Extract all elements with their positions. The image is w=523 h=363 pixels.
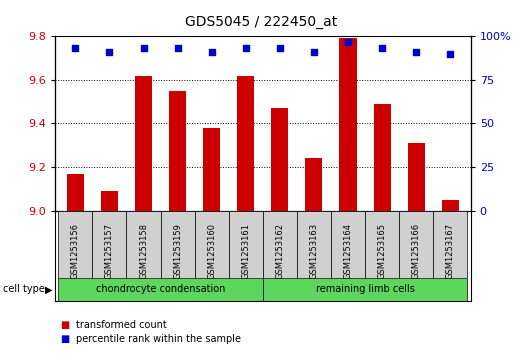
Bar — [271, 108, 288, 211]
Bar — [203, 128, 220, 211]
Point — [174, 46, 182, 52]
Text: GSM1253165: GSM1253165 — [378, 223, 386, 279]
Point — [71, 46, 79, 52]
Text: remaining limb cells: remaining limb cells — [315, 285, 415, 294]
Bar — [169, 91, 186, 211]
Text: ■: ■ — [60, 334, 70, 344]
Bar — [263, 278, 467, 301]
Text: GDS5045 / 222450_at: GDS5045 / 222450_at — [185, 15, 338, 29]
Text: ▶: ▶ — [45, 285, 52, 294]
Bar — [339, 38, 357, 211]
Bar — [93, 211, 127, 278]
Text: transformed count: transformed count — [76, 320, 167, 330]
Bar — [59, 278, 263, 301]
Bar — [195, 211, 229, 278]
Text: GSM1253157: GSM1253157 — [105, 223, 114, 279]
Text: GSM1253160: GSM1253160 — [207, 223, 216, 279]
Bar — [365, 211, 399, 278]
Bar — [331, 211, 365, 278]
Point — [446, 51, 454, 57]
Point — [276, 46, 284, 52]
Point — [310, 49, 318, 55]
Bar — [237, 76, 254, 211]
Point — [139, 46, 147, 52]
Text: cell type: cell type — [3, 285, 44, 294]
Point — [344, 38, 352, 44]
Point — [378, 46, 386, 52]
Bar — [263, 211, 297, 278]
Bar — [305, 158, 323, 211]
Bar — [229, 211, 263, 278]
Bar — [127, 211, 161, 278]
Text: GSM1253156: GSM1253156 — [71, 223, 80, 279]
Bar — [442, 200, 459, 211]
Bar — [67, 174, 84, 211]
Text: GSM1253166: GSM1253166 — [412, 223, 420, 279]
Text: ■: ■ — [60, 320, 70, 330]
Bar — [101, 191, 118, 211]
Bar — [297, 211, 331, 278]
Bar — [161, 211, 195, 278]
Bar — [399, 211, 433, 278]
Text: chondrocyte condensation: chondrocyte condensation — [96, 285, 225, 294]
Bar — [59, 211, 93, 278]
Point — [208, 49, 216, 55]
Text: GSM1253163: GSM1253163 — [310, 223, 319, 279]
Point — [412, 49, 420, 55]
Point — [105, 49, 113, 55]
Bar — [373, 104, 391, 211]
Text: GSM1253159: GSM1253159 — [173, 223, 182, 278]
Bar — [135, 76, 152, 211]
Text: GSM1253158: GSM1253158 — [139, 223, 148, 279]
Text: GSM1253167: GSM1253167 — [446, 223, 455, 279]
Text: GSM1253164: GSM1253164 — [344, 223, 353, 279]
Bar — [433, 211, 467, 278]
Point — [242, 46, 250, 52]
Text: percentile rank within the sample: percentile rank within the sample — [76, 334, 241, 344]
Text: GSM1253162: GSM1253162 — [275, 223, 285, 279]
Bar — [407, 143, 425, 211]
Text: GSM1253161: GSM1253161 — [241, 223, 251, 279]
